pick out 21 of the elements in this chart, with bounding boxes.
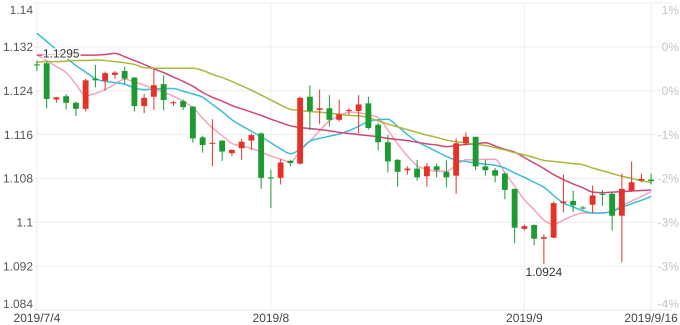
y-tick-label: 1.132 <box>2 40 34 54</box>
y2-tick-label: 1% <box>662 3 680 18</box>
y-tick-label: 1.092 <box>2 259 34 274</box>
y-tick-label: 1.108 <box>2 172 34 186</box>
x-tick-label: 2019/9/16 <box>624 311 678 325</box>
y2-tick-label: -1% <box>658 128 680 142</box>
y-tick-label: 1.124 <box>2 84 34 98</box>
x-tick-label: 2019/7/4 <box>14 311 61 325</box>
y2-tick-label: -2% <box>658 171 680 186</box>
y-tick-label: 1.084 <box>2 297 34 312</box>
x-tick-label: 2019/8 <box>252 311 290 325</box>
y-tick-label: 1.14 <box>10 3 34 18</box>
y-tick-label: 1.116 <box>4 128 34 142</box>
x-tick-label: 2019/9 <box>506 311 544 325</box>
y2-tick-label: -3% <box>658 259 680 274</box>
annotation: 1.0924 <box>526 264 563 279</box>
y2-tick-label: -3% <box>658 215 680 230</box>
y2-tick-label: 0% <box>662 84 680 98</box>
y2-tick-label: -4% <box>658 297 680 312</box>
y-tick-label: 1.1 <box>16 215 34 230</box>
y2-tick-label: 0% <box>662 40 680 54</box>
